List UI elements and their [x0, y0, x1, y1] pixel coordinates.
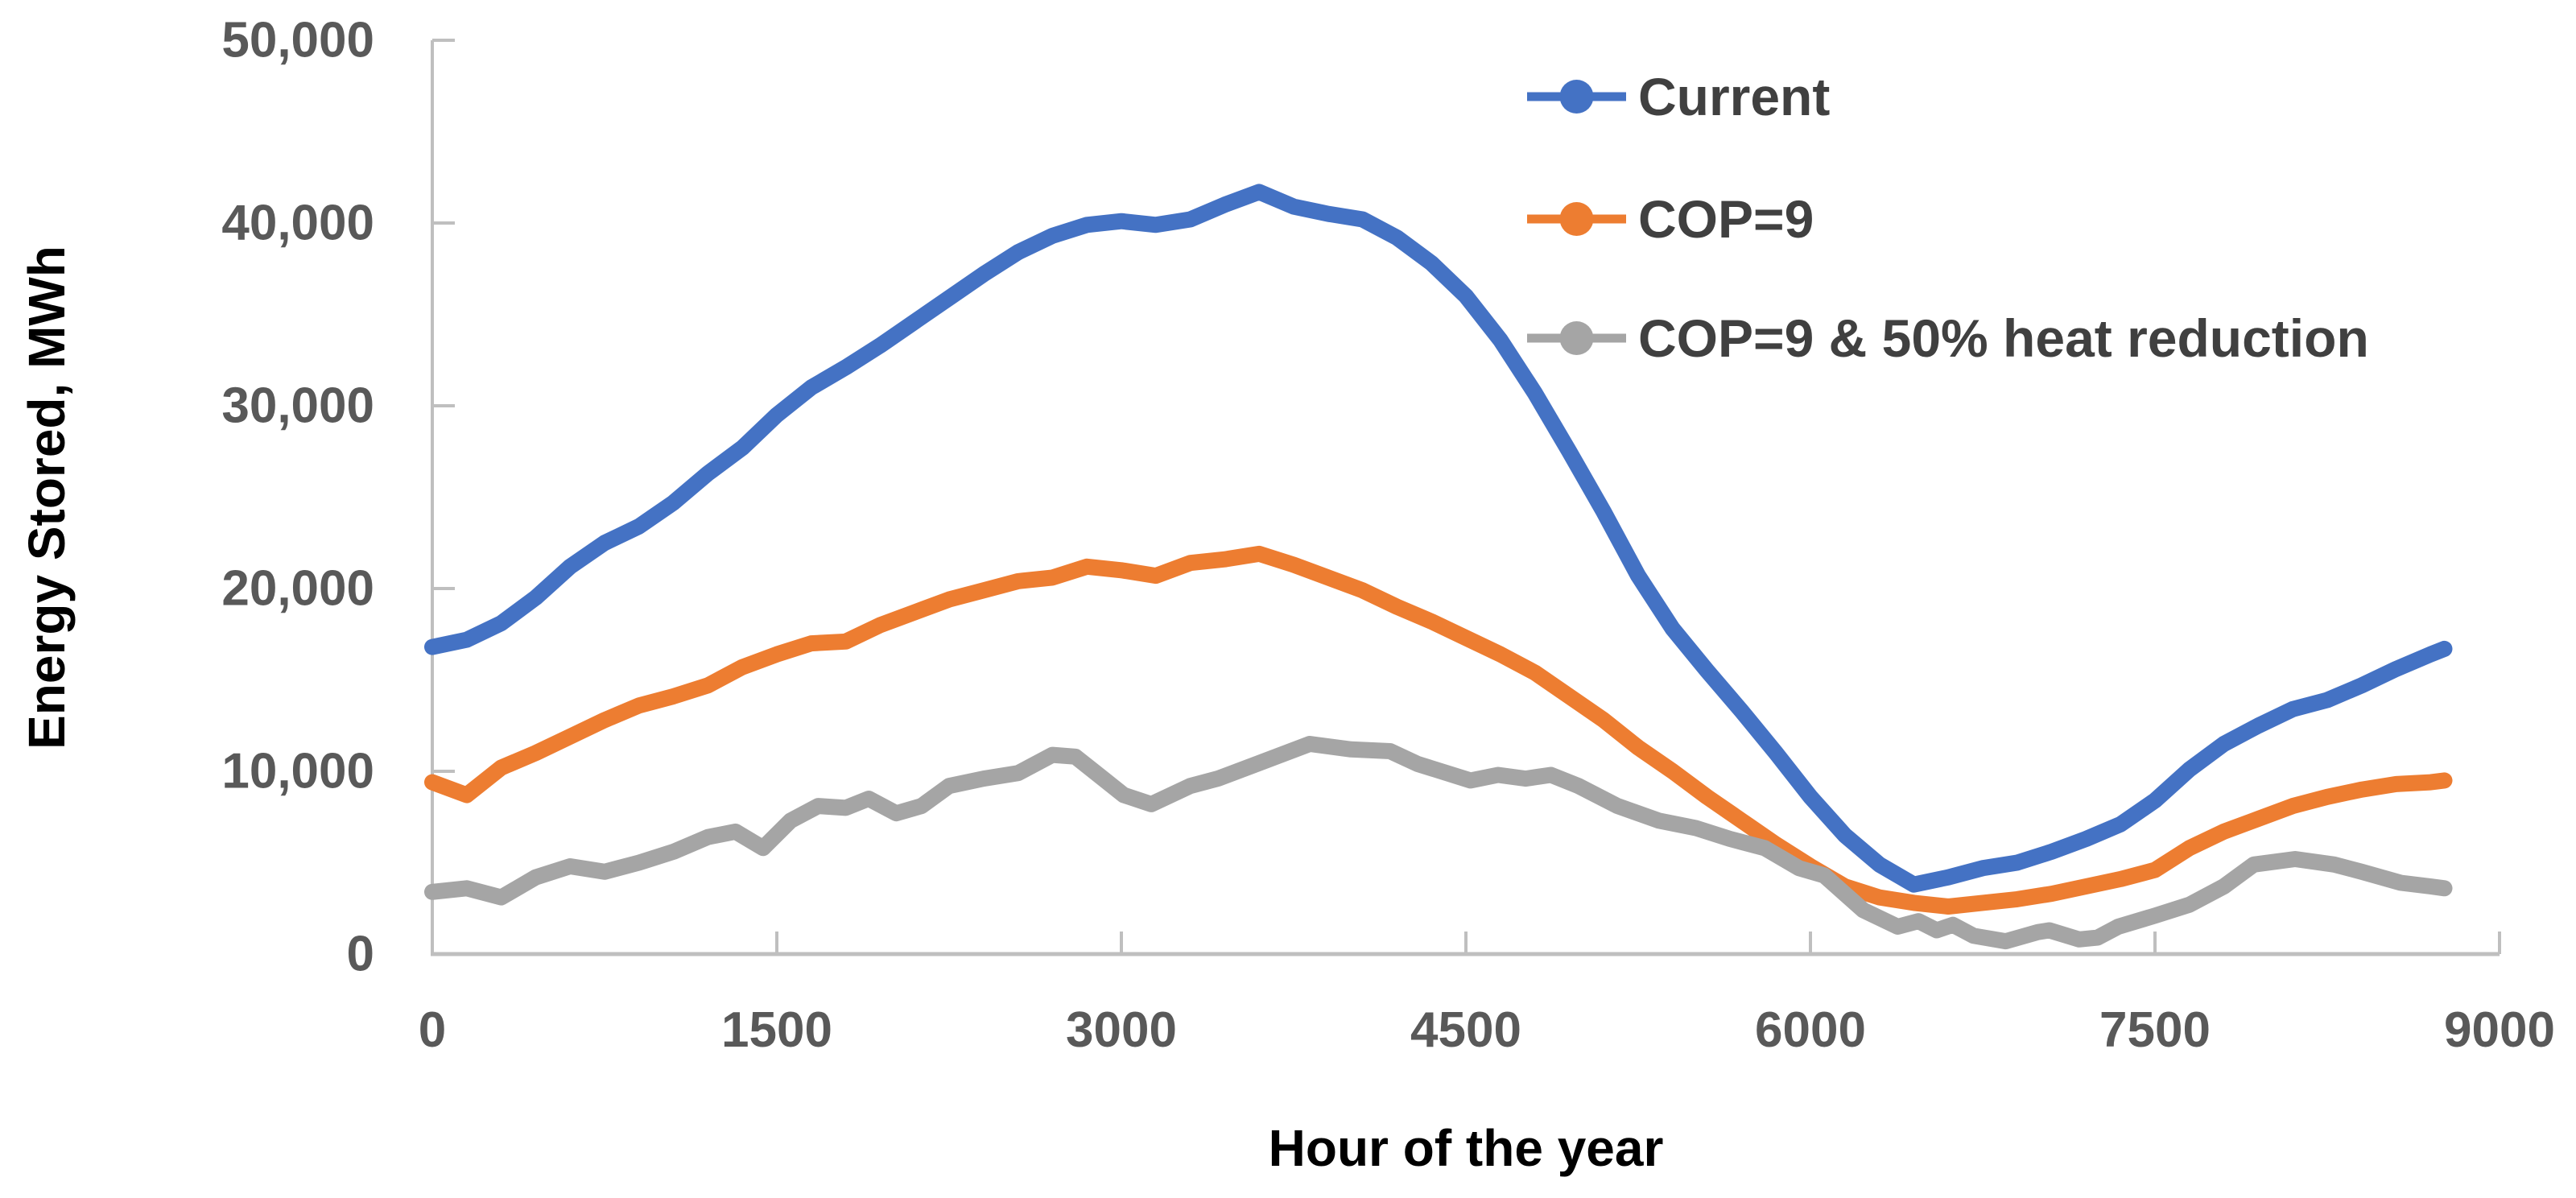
legend-label: COP=9: [1638, 189, 1814, 249]
axes: 0 10,000 20,000 30,000 40,000 50,000 0 1500 3000…: [221, 13, 2555, 1059]
series-line-cop-9-50-heat-reduction: [424, 736, 2453, 950]
legend-label: COP=9 & 50% heat reduction: [1638, 308, 2369, 368]
series-line-cop-9: [424, 545, 2453, 915]
legend-dot-marker: [1559, 202, 1594, 236]
y-tick-label: 50,000: [221, 13, 374, 68]
x-tick-label: 6000: [1755, 1002, 1866, 1058]
x-tick-label: 3000: [1066, 1002, 1177, 1058]
legend-item[interactable]: Current: [1527, 67, 1830, 126]
y-tick-label: 20,000: [221, 561, 374, 617]
x-tick-label: 9000: [2444, 1002, 2555, 1058]
legend: Current COP=9 COP=9 & 50% heat reduction: [1527, 67, 2369, 368]
y-tick-label: 30,000: [221, 378, 374, 434]
y-axis-title: Energy Stored, MWh: [18, 246, 76, 750]
legend-item[interactable]: COP=9: [1527, 189, 1814, 249]
x-tick-label: 0: [419, 1002, 446, 1058]
x-tick-label: 4500: [1410, 1002, 1521, 1058]
legend-label: Current: [1638, 67, 1830, 126]
x-axis-title: Hour of the year: [1269, 1119, 1664, 1177]
legend-dot-marker: [1559, 80, 1594, 114]
y-tick-label: 10,000: [221, 744, 374, 799]
x-tick-label: 1500: [721, 1002, 832, 1058]
legend-item[interactable]: COP=9 & 50% heat reduction: [1527, 308, 2369, 368]
x-tick-label: 7500: [2099, 1002, 2211, 1058]
y-tick-label: 0: [347, 927, 374, 982]
series-lines: [424, 184, 2453, 950]
series-line-current: [424, 184, 2453, 893]
legend-dot-marker: [1559, 321, 1594, 355]
y-tick-label: 40,000: [221, 196, 374, 251]
